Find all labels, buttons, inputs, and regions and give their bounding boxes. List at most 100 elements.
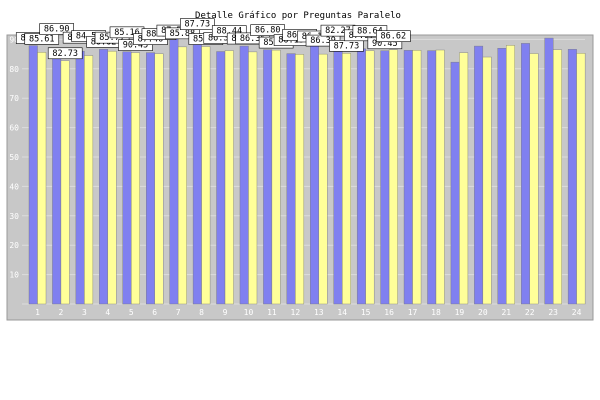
bar [154,53,164,305]
chart-title: Detalle Gráfico por Preguntas Paralelo [195,11,401,21]
bar [435,49,445,305]
data-label: 86.62 [381,32,407,42]
x-tick-label: 2 [59,308,64,317]
x-tick-label: 13 [314,308,324,317]
x-tick-label: 20 [478,308,488,317]
bar [263,49,273,305]
x-tick-label: 19 [455,308,465,317]
data-label: 86.39 [310,36,336,46]
x-tick-label: 3 [82,308,87,317]
y-tick-label: 50 [9,153,19,162]
bar [271,49,281,305]
bar [216,51,226,305]
bar [107,50,117,305]
x-tick-label: 9 [223,308,228,317]
x-tick-label: 11 [267,308,277,317]
bar [60,60,70,305]
y-tick-label: 40 [9,182,19,191]
data-label-box [47,47,83,60]
data-label: 86.35 [240,34,266,44]
x-tick-label: 5 [129,308,134,317]
bar [145,52,155,305]
bar [459,52,469,305]
bar [169,37,179,305]
data-label: 85.16 [114,28,140,38]
data-label: 90.45 [123,41,149,51]
y-tick-label: 80 [9,65,19,74]
bar [342,53,351,305]
x-tick-label: 8 [199,308,204,317]
bar [552,49,562,305]
y-tick-label: 60 [9,124,19,133]
data-label-box [376,30,411,42]
bar [295,54,305,305]
bar [474,45,484,305]
y-tick-label: 30 [9,212,19,221]
bar [356,48,366,305]
bar [403,50,413,305]
bar [224,50,234,305]
bar [248,51,258,305]
data-label: 82.73 [52,49,78,59]
bar [388,49,398,305]
data-label-box [39,23,74,35]
bar [84,55,94,305]
x-tick-label: 17 [408,308,418,317]
y-tick-label: 20 [9,241,19,250]
bar [318,53,328,305]
x-tick-label: 6 [152,308,157,317]
bar [122,51,132,305]
data-label: 85.88 [170,29,196,39]
bar [99,49,109,305]
data-label: 88.64 [357,27,383,37]
x-tick-label: 23 [548,308,558,317]
bar [497,48,507,305]
bar [380,50,390,305]
data-label: 88.44 [216,27,242,37]
x-tick-label: 4 [105,308,110,317]
bar [239,45,249,305]
x-tick-label: 15 [361,308,371,317]
x-tick-label: 16 [384,308,394,317]
x-tick-label: 24 [572,308,582,317]
x-tick-label: 7 [176,308,181,317]
y-tick-label: 70 [9,94,19,103]
bar [567,49,577,305]
data-label: 82.27 [325,26,351,36]
y-tick-label: 90 [9,35,19,44]
bar [131,52,140,305]
data-label: 87.73 [185,20,211,30]
x-tick-label: 12 [291,308,301,317]
bar [412,50,422,305]
y-tick-label: 10 [9,271,19,280]
data-label: 85.61 [29,34,55,44]
data-label: 86.90 [44,25,70,35]
x-tick-label: 1 [35,308,40,317]
bar [365,50,375,305]
bar [529,53,539,305]
data-label: 85.77 [99,33,125,43]
bar [427,50,437,305]
bar [177,46,187,305]
bar [201,46,211,305]
bar [482,56,492,305]
data-label-box [180,18,215,30]
bar [52,48,62,305]
bar [192,43,202,305]
x-tick-label: 21 [501,308,511,317]
data-label: 86.36 [208,34,234,44]
data-label: 90.45 [372,39,398,49]
bar [521,43,530,305]
bar [75,50,85,305]
bar [506,45,515,305]
bar [576,53,586,305]
bar [286,53,296,305]
data-label: 86.80 [255,26,281,36]
bar [450,61,460,305]
bar [310,43,319,305]
x-tick-label: 18 [431,308,441,317]
data-label: 87.73 [334,41,360,51]
bar [37,52,47,305]
